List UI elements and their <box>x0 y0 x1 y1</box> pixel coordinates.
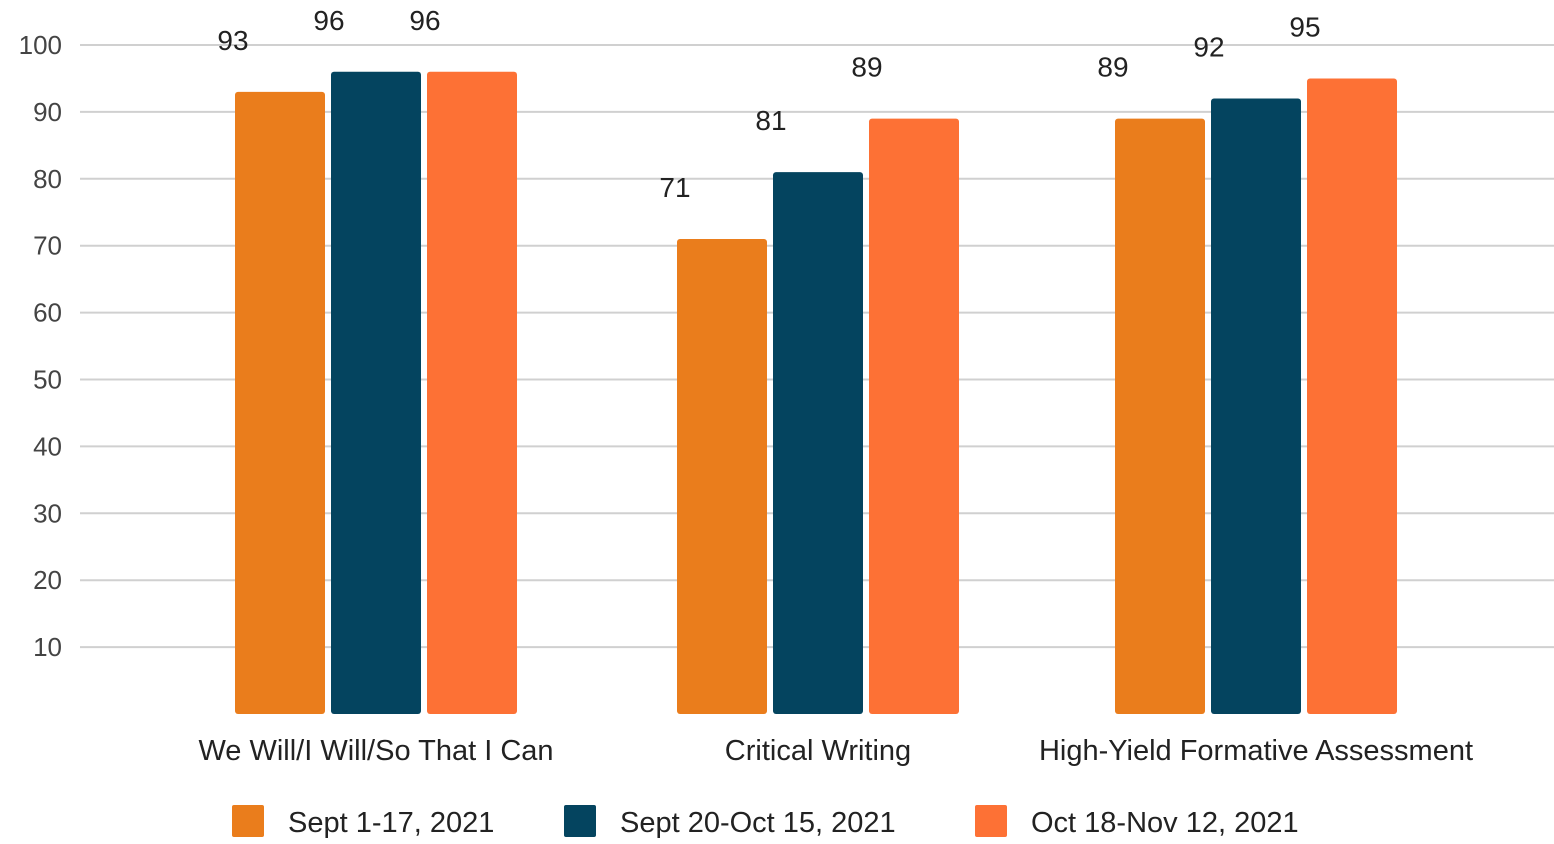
x-tick-label: Critical Writing <box>725 735 911 767</box>
data-label: 81 <box>755 105 786 136</box>
bars <box>235 71 1397 715</box>
data-labels: 93 96 96 71 81 89 89 92 95 <box>217 5 1320 203</box>
y-axis-ticks: 10 20 30 40 50 60 70 80 90 100 <box>19 30 62 662</box>
legend: Sept 1-17, 2021 Sept 20-Oct 15, 2021 Oct 1… <box>232 805 1299 839</box>
bar <box>677 239 767 714</box>
legend-swatch <box>232 805 264 837</box>
x-axis-ticks: We Will/I Will/So That I Can Critical Wri… <box>198 735 1473 767</box>
bar <box>1307 78 1397 714</box>
legend-label: Sept 1-17, 2021 <box>288 807 494 839</box>
y-tick-label: 60 <box>33 298 62 328</box>
data-label: 92 <box>1193 32 1224 63</box>
data-label: 89 <box>1097 52 1128 83</box>
x-tick-label: We Will/I Will/So That I Can <box>198 735 553 767</box>
y-tick-label: 20 <box>33 565 62 595</box>
data-label: 95 <box>1289 11 1320 42</box>
data-label: 96 <box>313 5 344 36</box>
legend-label: Sept 20-Oct 15, 2021 <box>620 807 896 839</box>
data-label: 96 <box>409 5 440 36</box>
y-tick-label: 30 <box>33 498 62 528</box>
y-tick-label: 50 <box>33 365 62 395</box>
data-label: 93 <box>217 25 248 56</box>
data-label: 71 <box>659 172 690 203</box>
legend-swatch <box>975 805 1007 837</box>
y-tick-label: 10 <box>33 632 62 662</box>
bar <box>331 71 421 714</box>
bar <box>427 71 517 714</box>
y-tick-label: 70 <box>33 231 62 261</box>
data-label: 89 <box>851 52 882 83</box>
bar <box>773 172 863 715</box>
bar <box>869 118 959 715</box>
bar <box>1211 98 1301 714</box>
bar <box>1115 118 1205 715</box>
y-tick-label: 100 <box>19 30 62 60</box>
x-tick-label: High-Yield Formative Assessment <box>1039 735 1473 767</box>
bar <box>235 91 325 714</box>
y-tick-label: 40 <box>33 431 62 461</box>
legend-label: Oct 18-Nov 12, 2021 <box>1031 807 1299 839</box>
legend-swatch <box>564 805 596 837</box>
y-tick-label: 80 <box>33 164 62 194</box>
y-tick-label: 90 <box>33 97 62 127</box>
